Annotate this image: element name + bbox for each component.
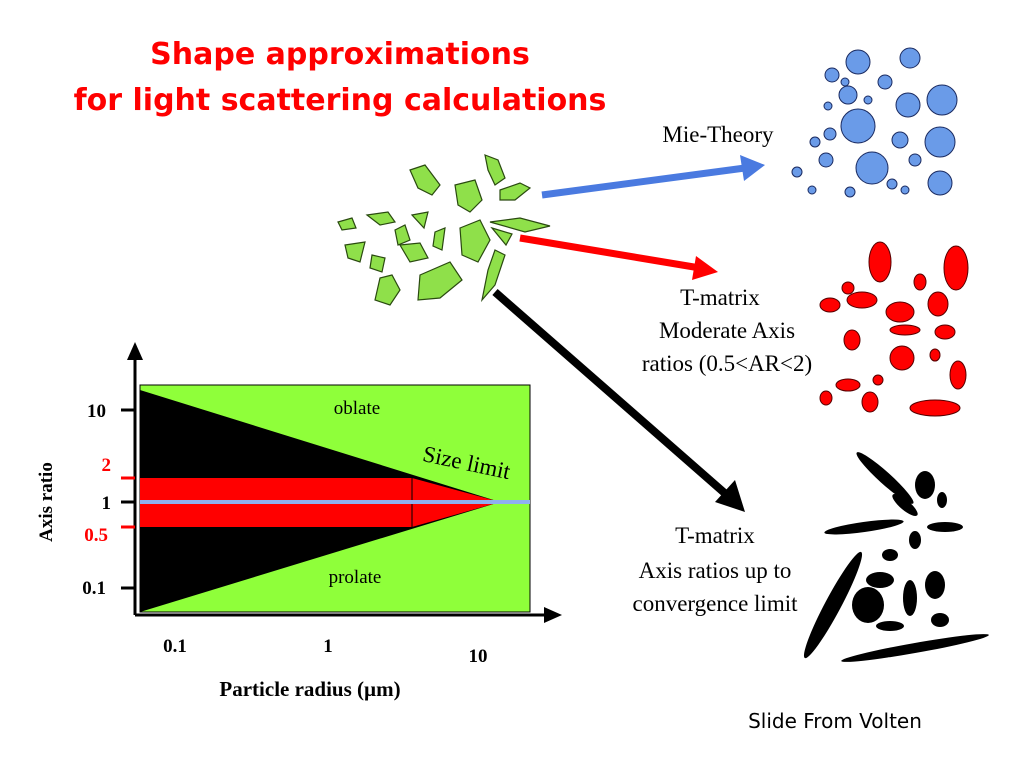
title-line: for light scattering calculations [74, 83, 607, 118]
spheres [791, 47, 958, 198]
region-label: prolate [329, 567, 382, 588]
arrows [492, 155, 765, 512]
y-tick-label: 10 [87, 401, 106, 422]
x-tick-label: 0.1 [163, 636, 187, 657]
y-tick-label: 2 [102, 455, 112, 476]
region-label: oblate [334, 398, 380, 419]
y-tick-label: 1 [102, 493, 112, 514]
y-tick-label: 0.5 [84, 525, 108, 546]
method-label: convergence limit [633, 591, 799, 616]
method-label: T-matrix [675, 523, 755, 548]
method-labels: Mie-Theory T-matrix Moderate Axis ratios… [633, 122, 813, 616]
method-label: T-matrix [680, 285, 760, 310]
extreme-shapes [803, 452, 989, 662]
spheroids [819, 241, 969, 417]
irregular-particles [337, 154, 551, 306]
title-line: Shape approximations [150, 37, 530, 72]
method-label: Moderate Axis [659, 318, 795, 343]
x-axis-label: Particle radius (µm) [219, 677, 400, 701]
method-label: Mie-Theory [662, 122, 774, 147]
x-tick-label: 1 [323, 636, 333, 657]
y-tick-label: 0.1 [82, 578, 106, 599]
y-axis-label: Axis ratio [36, 462, 57, 542]
x-tick-label: 10 [469, 646, 488, 667]
method-label: ratios (0.5<AR<2) [642, 351, 812, 376]
method-label: Axis ratios up to [639, 558, 792, 583]
regime-diagram: oblate prolate Size limit 10 2 1 0.5 0.1… [36, 342, 562, 701]
footer: Slide From Volten [748, 709, 922, 733]
